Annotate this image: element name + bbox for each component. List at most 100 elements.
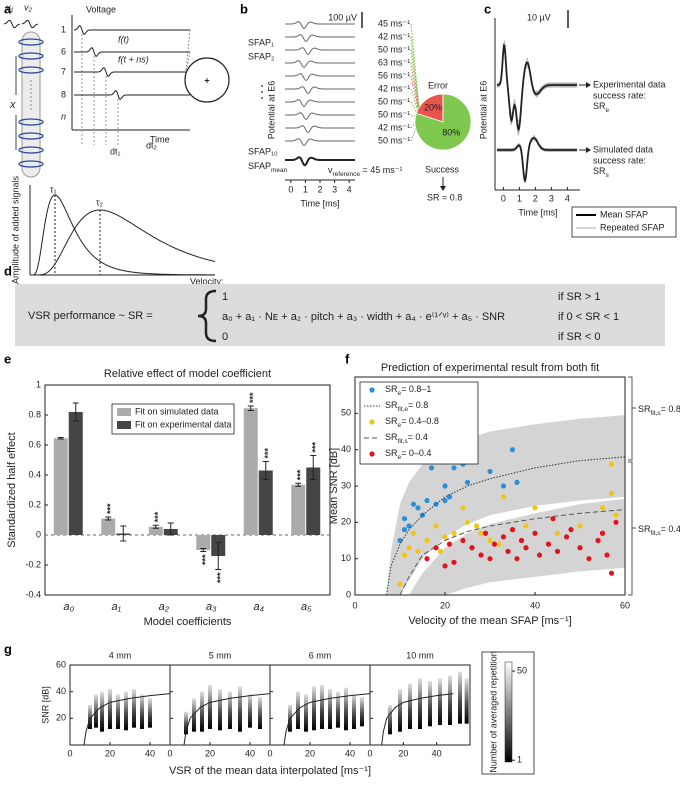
significance: *** bbox=[106, 503, 116, 514]
axis-label: Potential at E6 bbox=[478, 81, 488, 140]
sfap-mean-trace bbox=[285, 156, 355, 167]
sum-line bbox=[184, 51, 191, 81]
data-point bbox=[496, 541, 502, 547]
legend-label-sub: e bbox=[398, 454, 402, 461]
x-tick-label: 0 bbox=[352, 600, 357, 610]
y-tick-label: 40 bbox=[341, 444, 351, 454]
data-point bbox=[433, 501, 439, 507]
snr-column bbox=[418, 678, 422, 729]
data-point bbox=[586, 556, 592, 562]
sum-curve bbox=[31, 194, 215, 276]
data-point bbox=[442, 483, 448, 489]
snr-column bbox=[336, 691, 340, 728]
equation-condition: if SR < 0 bbox=[558, 331, 601, 343]
data-point bbox=[487, 537, 493, 544]
x-tick-label: 1 bbox=[303, 184, 308, 194]
peak-label: τ₁ bbox=[50, 184, 57, 194]
panel-title: 4 mm bbox=[109, 650, 132, 660]
ellipsis-dot bbox=[261, 97, 263, 99]
annotation-main: SR bbox=[593, 101, 606, 111]
snr-column bbox=[238, 686, 242, 732]
legend-label-rest: = 0.4–0.8 bbox=[401, 416, 439, 426]
x-tick-label: 3 bbox=[332, 184, 337, 194]
legend-label-main: SR bbox=[385, 432, 398, 442]
error-bar bbox=[215, 542, 222, 570]
equation-box bbox=[15, 284, 665, 346]
data-point bbox=[451, 465, 457, 471]
y-tick-label: 10 bbox=[341, 553, 351, 563]
snr-column bbox=[320, 685, 324, 729]
data-point bbox=[410, 530, 417, 536]
bar bbox=[68, 412, 83, 535]
data-point bbox=[514, 556, 520, 562]
data-point bbox=[608, 461, 615, 467]
colorbar-label: Number of averaged repetition bbox=[488, 651, 498, 773]
electrode-ring bbox=[18, 132, 44, 140]
data-point bbox=[401, 516, 408, 522]
ellipsis-dot bbox=[261, 85, 263, 87]
x-tick-label: 0 bbox=[367, 748, 372, 758]
data-point bbox=[437, 548, 444, 555]
annotation: SRe bbox=[593, 101, 610, 114]
data-point bbox=[406, 523, 412, 529]
legend-box bbox=[571, 206, 677, 238]
plot-frame bbox=[369, 664, 471, 746]
bar bbox=[148, 526, 163, 535]
error-bar bbox=[72, 402, 79, 422]
data-point bbox=[460, 505, 466, 511]
bracket bbox=[628, 461, 636, 596]
x-tick-label: 40 bbox=[345, 748, 355, 758]
bar bbox=[306, 467, 321, 535]
bar bbox=[53, 438, 68, 535]
data-point bbox=[415, 505, 421, 511]
snr-column bbox=[304, 694, 308, 732]
velocity-label: 50 ms⁻¹ bbox=[378, 135, 410, 145]
axis-label: Standardized half effect bbox=[6, 432, 18, 547]
data-point bbox=[478, 552, 484, 558]
data-point bbox=[577, 523, 583, 529]
error-bar bbox=[105, 516, 112, 521]
annotation: SRs bbox=[593, 166, 610, 179]
snr-column bbox=[108, 689, 112, 729]
data-point bbox=[424, 556, 430, 562]
data-point bbox=[482, 530, 489, 536]
annotation-main: SR bbox=[593, 166, 606, 176]
snr-column bbox=[352, 694, 356, 729]
sfap-trace bbox=[285, 112, 355, 120]
data-point bbox=[500, 534, 507, 540]
significance: *** bbox=[263, 447, 273, 458]
error-bar bbox=[120, 525, 127, 542]
velocity-label: 42 ms⁻¹ bbox=[378, 31, 410, 41]
pie-label: 20% bbox=[424, 103, 442, 113]
ellipsis-dot bbox=[261, 91, 263, 93]
snr-column bbox=[200, 691, 204, 732]
panel-title: 5 mm bbox=[209, 650, 232, 660]
x-tick-label: 0 bbox=[267, 748, 272, 758]
panel-label: f bbox=[345, 351, 350, 366]
repeated-sfap bbox=[496, 44, 578, 134]
y-tick-label: 0.8 bbox=[28, 409, 41, 419]
data-point bbox=[613, 512, 619, 518]
band-label-rest: = 0.8 bbox=[661, 404, 680, 414]
sum-curve bbox=[31, 209, 216, 276]
snr-column bbox=[328, 689, 332, 729]
snr-column bbox=[458, 671, 462, 724]
data-point bbox=[433, 545, 439, 551]
legend-label-rest: = 0.8–1 bbox=[401, 384, 431, 394]
arrow-head bbox=[440, 186, 446, 191]
panel-title: 10 mm bbox=[406, 650, 434, 660]
velocity-label: 63 ms⁻¹ bbox=[378, 57, 410, 67]
y-tick-label: -0.4 bbox=[25, 589, 41, 599]
legend-swatch bbox=[117, 408, 131, 416]
row-label: 1 bbox=[61, 24, 66, 34]
plot-frame bbox=[44, 384, 331, 596]
sfap-trace bbox=[285, 21, 355, 29]
y-tick-label: 0.4 bbox=[28, 469, 41, 479]
data-point bbox=[608, 570, 615, 576]
legend-label-main: SR bbox=[385, 384, 398, 394]
significance: *** bbox=[153, 511, 163, 522]
legend-box bbox=[359, 381, 479, 465]
legend-label-main: SR bbox=[385, 416, 398, 426]
fit-curve bbox=[283, 693, 371, 746]
data-point bbox=[415, 548, 421, 555]
